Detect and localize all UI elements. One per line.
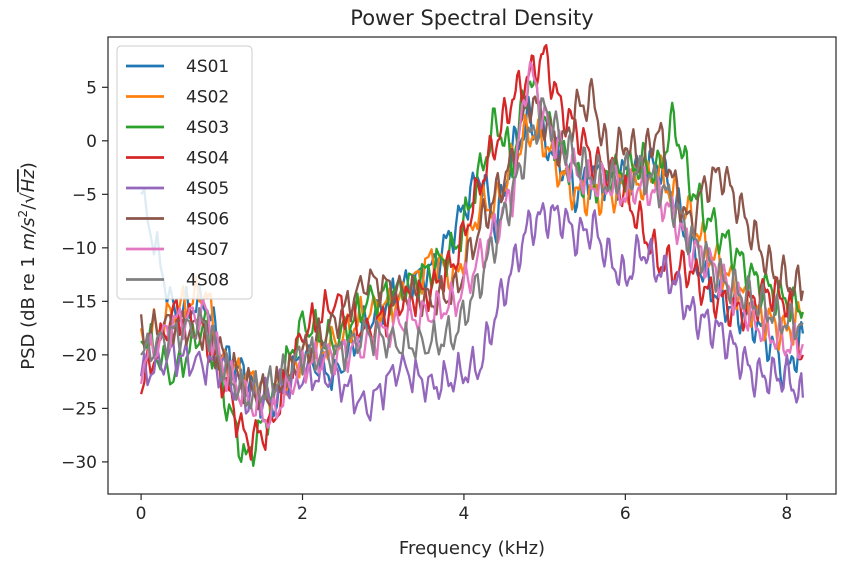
legend: 4S01 4S02 4S03 4S04 4S05 4S06 4S07 4S08 [116,45,253,300]
legend-box [116,45,253,300]
series-line-4s08 [140,97,804,410]
x-tick-label: 2 [297,504,308,524]
legend-label-4s06: 4S06 [186,210,229,230]
y-axis-ticks: −30 −25 −20 −15 −10 −5 0 5 [61,78,108,473]
y-tick-label: −10 [61,239,97,259]
y-tick-label: 5 [86,78,97,98]
y-axis-label-prefix: PSD (dB re 1 [18,250,39,369]
series-lines [139,43,805,467]
x-axis-label: Frequency (kHz) [399,538,545,559]
x-axis-ticks: 0 2 4 6 8 [136,494,792,524]
y-axis-label: PSD (dB re 1 m/s2/√Hz) [16,162,39,370]
x-tick-label: 0 [136,504,147,524]
y-tick-label: −25 [61,399,97,419]
axes-frame [107,36,837,495]
x-tick-label: 8 [781,504,792,524]
x-tick-label: 4 [459,504,470,524]
y-tick-label: −15 [61,292,97,312]
plot-area [107,36,837,495]
series-line-4s06 [139,77,805,411]
legend-items: 4S01 4S02 4S03 4S04 4S05 4S06 4S07 4S08 [126,57,229,291]
y-axis-label-unit: m/s [18,217,39,250]
y-axis-label-sup: 2 [16,210,30,218]
y-tick-label: −5 [72,185,97,205]
legend-label-4s01: 4S01 [186,57,229,77]
y-axis-label-hz: Hz [18,169,39,193]
series-line-4s04 [139,43,804,461]
legend-label-4s07: 4S07 [186,240,229,260]
legend-label-4s02: 4S02 [186,88,229,108]
x-tick-label: 6 [620,504,631,524]
y-axis-label-suffix: ) [18,162,39,169]
y-axis-label-sep: /√ [18,192,39,210]
y-tick-label: −20 [61,346,97,366]
legend-label-4s04: 4S04 [186,149,229,169]
legend-label-4s08: 4S08 [186,271,229,291]
chart-title: Power Spectral Density [350,6,593,30]
legend-label-4s05: 4S05 [186,179,229,199]
y-tick-label: −30 [61,453,97,473]
legend-label-4s03: 4S03 [186,118,229,138]
y-tick-label: 0 [86,132,97,152]
